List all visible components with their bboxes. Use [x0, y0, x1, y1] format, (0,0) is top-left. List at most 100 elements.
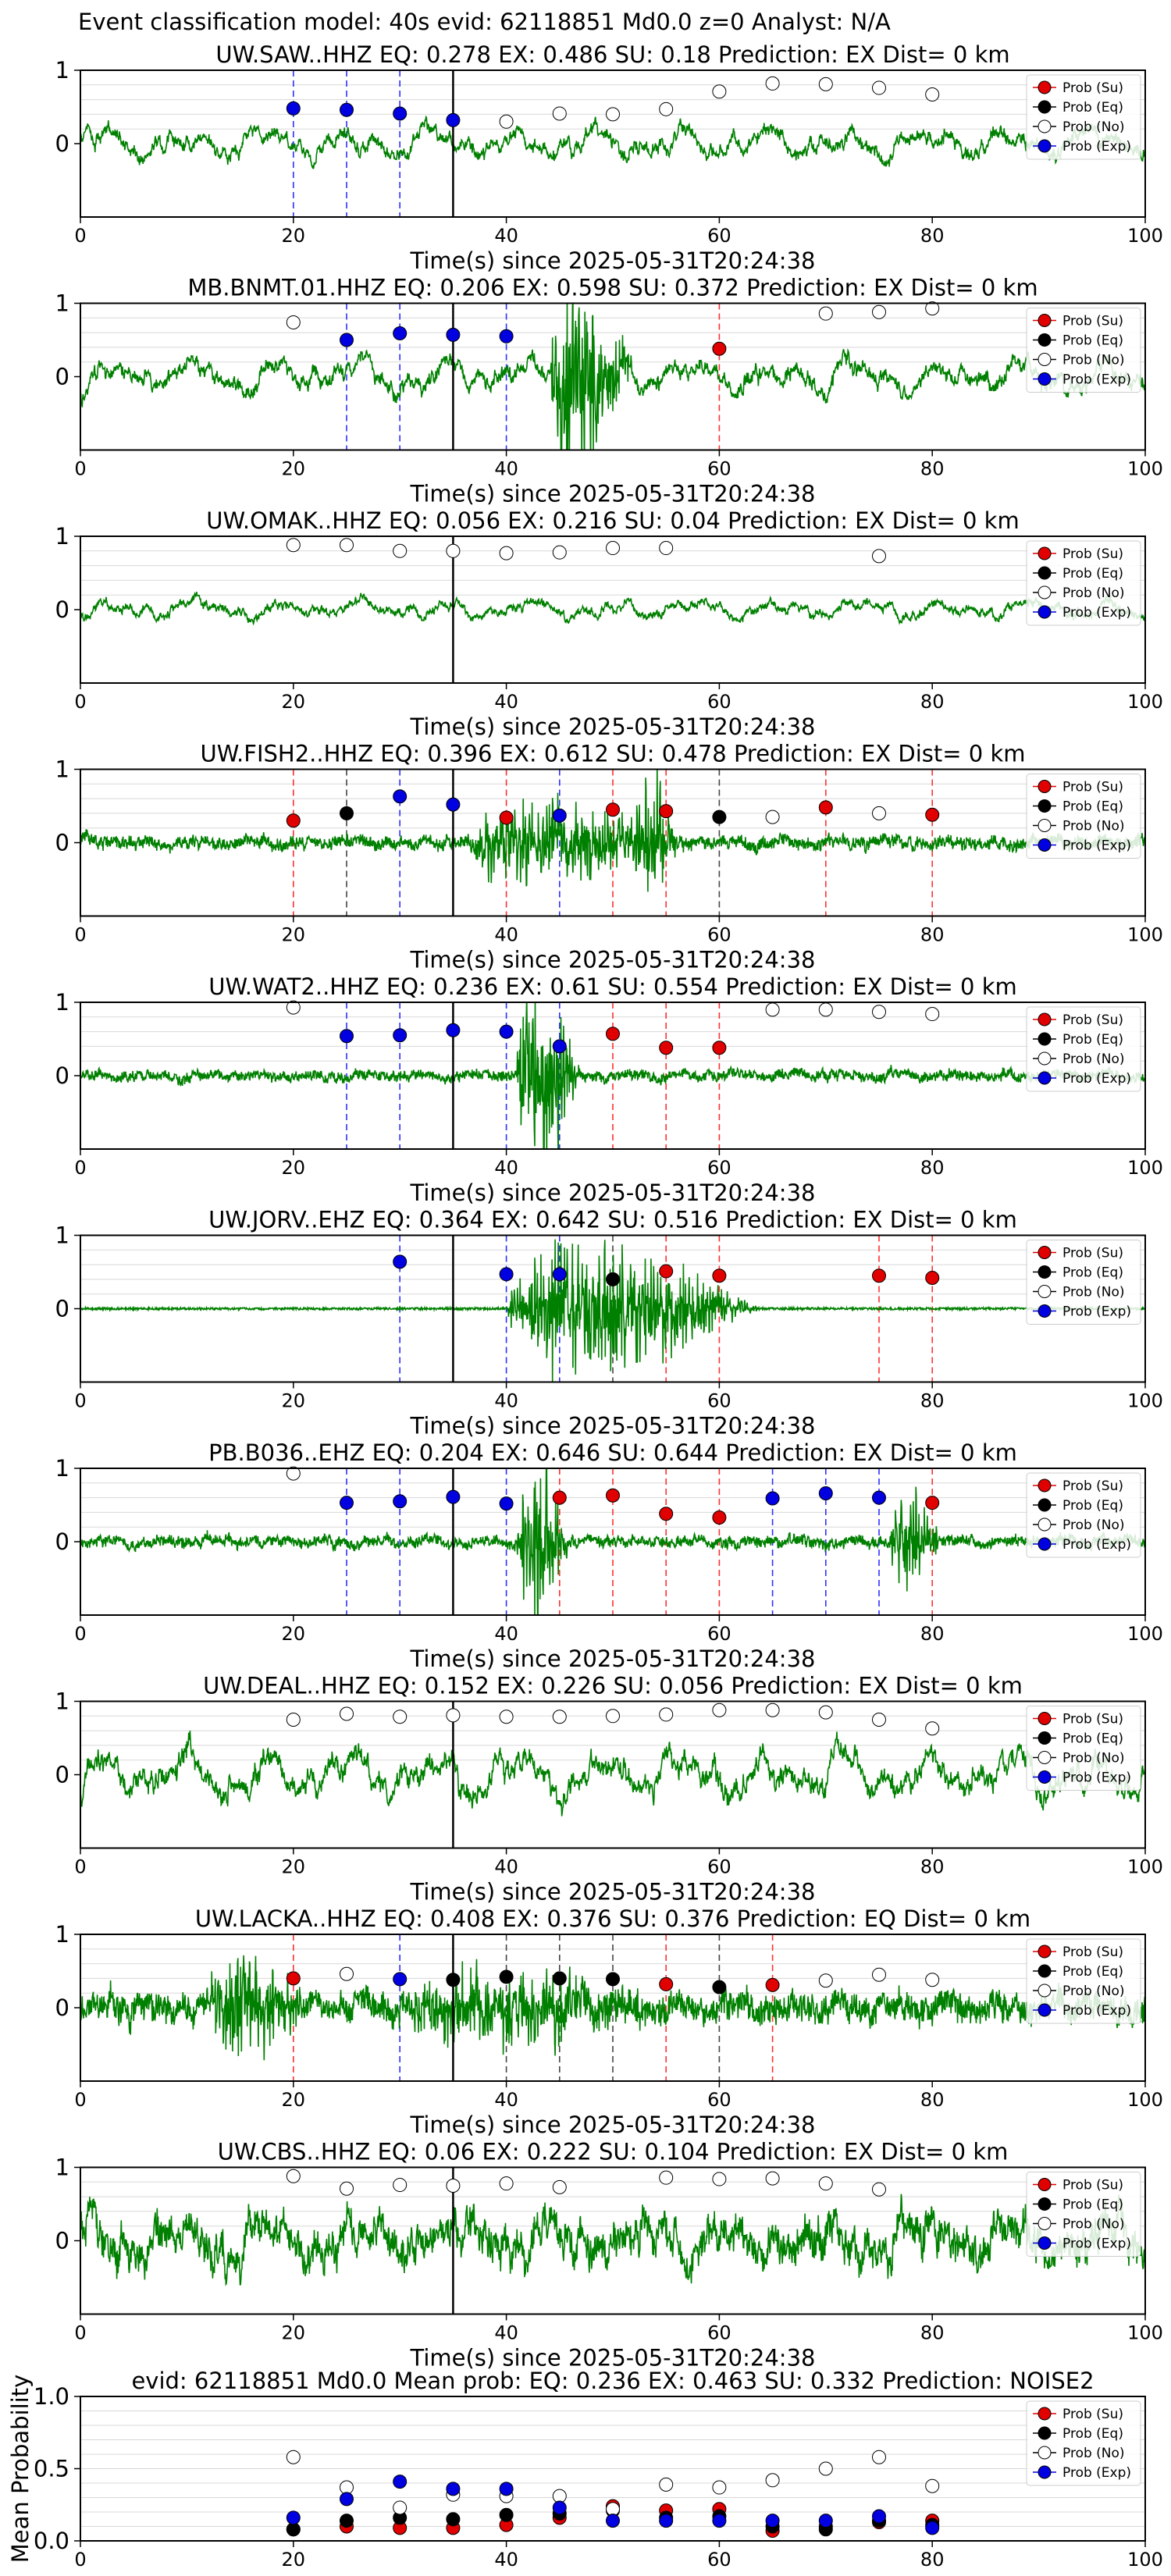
legend-label-no: Prob (No): [1062, 119, 1125, 135]
prob-marker-no: [606, 541, 620, 556]
legend-marker-no: [1038, 1751, 1052, 1764]
waveform-trace: [80, 1468, 1145, 1615]
legend-marker-su: [1038, 2407, 1052, 2421]
legend-marker-su: [1038, 546, 1052, 560]
legend-label-no: Prob (No): [1062, 2446, 1125, 2461]
station-panel: UW.LACKA..HHZ EQ: 0.408 EX: 0.376 SU: 0.…: [55, 1905, 1163, 2138]
x-tick-label: 80: [920, 691, 945, 713]
x-tick-label: 20: [282, 1856, 306, 1878]
prob-marker-no: [552, 2179, 567, 2194]
prob-marker-no: [606, 1709, 620, 1724]
panel-title: UW.LACKA..HHZ EQ: 0.408 EX: 0.376 SU: 0.…: [195, 1905, 1030, 1932]
legend-label-su: Prob (Su): [1062, 314, 1123, 329]
panel-title: UW.JORV..EHZ EQ: 0.364 EX: 0.642 SU: 0.5…: [208, 1207, 1017, 1233]
prob-marker-exp: [393, 1028, 408, 1043]
x-tick-label: 40: [494, 225, 518, 247]
prob-marker-no: [872, 80, 886, 95]
x-tick-label: 80: [920, 924, 945, 946]
prob-marker-no: [446, 2179, 461, 2193]
mean-prob-point-exp: [872, 2509, 886, 2524]
station-panel: UW.WAT2..HHZ EQ: 0.236 EX: 0.61 SU: 0.55…: [55, 973, 1163, 1206]
legend-marker-no: [1038, 1285, 1052, 1298]
y-tick-label: 1: [55, 1455, 69, 1482]
prob-marker-su: [659, 1976, 674, 1991]
mean-prob-point-no: [765, 2473, 780, 2488]
prob-marker-no: [340, 2181, 354, 2196]
prob-marker-no: [818, 1705, 833, 1720]
prob-marker-su: [818, 800, 833, 815]
legend-label-no: Prob (No): [1062, 1751, 1125, 1767]
x-tick-label: 40: [494, 1390, 518, 1412]
prob-marker-su: [659, 804, 674, 819]
prob-marker-no: [818, 306, 833, 321]
legend-marker-su: [1038, 1478, 1052, 1493]
legend-marker-eq: [1038, 799, 1052, 813]
legend-label-exp: Prob (Exp): [1062, 605, 1131, 621]
x-tick-label: 100: [1127, 2089, 1163, 2111]
waveform-trace: [80, 1239, 1145, 1382]
legend: Prob (Su) Prob (Eq) Prob (No) Prob (Exp): [1033, 2407, 1131, 2481]
x-axis-label: Time(s) since 2025-05-31T20:24:38: [410, 947, 816, 973]
prob-marker-no: [393, 543, 408, 558]
prob-marker-no: [446, 1708, 461, 1723]
prob-marker-no: [818, 1973, 833, 1988]
prob-marker-exp: [393, 1972, 408, 1987]
prob-marker-su: [606, 1026, 620, 1041]
prob-marker-su: [712, 1510, 727, 1525]
legend-label-eq: Prob (Eq): [1062, 1032, 1123, 1048]
legend-marker-no: [1038, 2217, 1052, 2230]
prob-marker-no: [340, 1966, 354, 1981]
legend-label-exp: Prob (Exp): [1062, 372, 1131, 388]
axes-frame: [80, 1468, 1146, 1616]
x-axis-label: Time(s) since 2025-05-31T20:24:38: [410, 2345, 816, 2371]
x-tick-label: 20: [282, 458, 306, 480]
x-tick-label: 40: [494, 691, 518, 713]
legend-box: [1026, 1706, 1141, 1791]
legend-marker-su: [1038, 80, 1052, 94]
legend-box: [1026, 2400, 1141, 2486]
prob-marker-no: [765, 809, 780, 824]
x-axis-label: Time(s) since 2025-05-31T20:24:38: [410, 481, 816, 507]
legend-box: [1026, 2172, 1141, 2257]
legend-label-exp: Prob (Exp): [1062, 838, 1131, 854]
axes-frame: [80, 2166, 1146, 2315]
prob-marker-exp: [393, 789, 408, 804]
prob-marker-no: [872, 1713, 886, 1727]
prob-marker-exp: [446, 1023, 461, 1037]
x-tick-label: 40: [494, 924, 518, 946]
prob-marker-no: [446, 543, 461, 558]
legend: Prob (Su) Prob (Eq) Prob (No) Prob (Exp): [1033, 1478, 1131, 1553]
legend-marker-no: [1038, 819, 1052, 832]
legend-label-eq: Prob (Eq): [1062, 2426, 1123, 2442]
legend-label-no: Prob (No): [1062, 1517, 1125, 1533]
station-panel: UW.JORV..EHZ EQ: 0.364 EX: 0.642 SU: 0.5…: [55, 1207, 1163, 1439]
prob-marker-no: [872, 2182, 886, 2197]
prob-marker-no: [872, 549, 886, 564]
x-tick-label: 0: [74, 2549, 86, 2571]
prob-marker-su: [659, 1507, 674, 1521]
legend-label-exp: Prob (Exp): [1062, 1770, 1131, 1786]
prob-marker-no: [659, 541, 674, 556]
x-tick-label: 60: [707, 1390, 731, 1412]
prob-marker-su: [286, 1971, 301, 1986]
prob-marker-no: [606, 107, 620, 122]
mean-prob-point-no: [872, 2450, 886, 2464]
mean-prob-point-no: [818, 2461, 833, 2476]
legend-label-eq: Prob (Eq): [1062, 1265, 1123, 1281]
y-axis-label: Mean Probability: [7, 2375, 34, 2564]
x-tick-label: 0: [74, 1157, 86, 1179]
prob-marker-exp: [446, 797, 461, 812]
mean-prob-point-exp: [606, 2514, 620, 2528]
x-tick-label: 0: [74, 1623, 86, 1645]
x-tick-label: 20: [282, 1390, 306, 1412]
x-tick-label: 80: [920, 1390, 945, 1412]
x-tick-label: 80: [920, 2322, 945, 2344]
x-tick-label: 100: [1127, 225, 1163, 247]
prob-marker-eq: [552, 1971, 567, 1986]
mean-prob-point-eq: [446, 2512, 461, 2527]
prob-marker-su: [765, 1977, 780, 1992]
legend-marker-eq: [1038, 333, 1052, 347]
axes-frame: [80, 1700, 1146, 1849]
x-axis-label: Time(s) since 2025-05-31T20:24:38: [410, 1646, 816, 1672]
legend-marker-no: [1038, 119, 1052, 133]
